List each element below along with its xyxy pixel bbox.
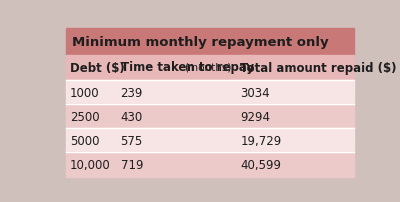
Text: 10,000: 10,000	[70, 158, 111, 171]
Text: Minimum monthly repayment only: Minimum monthly repayment only	[72, 36, 328, 49]
Bar	[66, 81, 354, 105]
Text: Time taken to repay: Time taken to repay	[121, 60, 254, 73]
Text: Debt ($): Debt ($)	[70, 62, 125, 75]
Text: 40,599: 40,599	[240, 158, 281, 171]
Text: 430: 430	[121, 110, 143, 123]
Text: 5000: 5000	[70, 134, 100, 147]
Text: (months): (months)	[184, 62, 232, 72]
Text: 19,729: 19,729	[240, 134, 282, 147]
Bar	[66, 105, 354, 129]
Text: 3034: 3034	[240, 86, 270, 99]
Bar	[66, 56, 354, 81]
Text: 719: 719	[121, 158, 143, 171]
Text: 9294: 9294	[240, 110, 270, 123]
Bar	[66, 29, 354, 56]
Text: 575: 575	[121, 134, 143, 147]
Bar	[66, 153, 354, 177]
Text: 239: 239	[121, 86, 143, 99]
Text: Total amount repaid ($): Total amount repaid ($)	[240, 62, 397, 75]
Bar	[66, 129, 354, 153]
Text: 2500: 2500	[70, 110, 100, 123]
Text: 1000: 1000	[70, 86, 100, 99]
